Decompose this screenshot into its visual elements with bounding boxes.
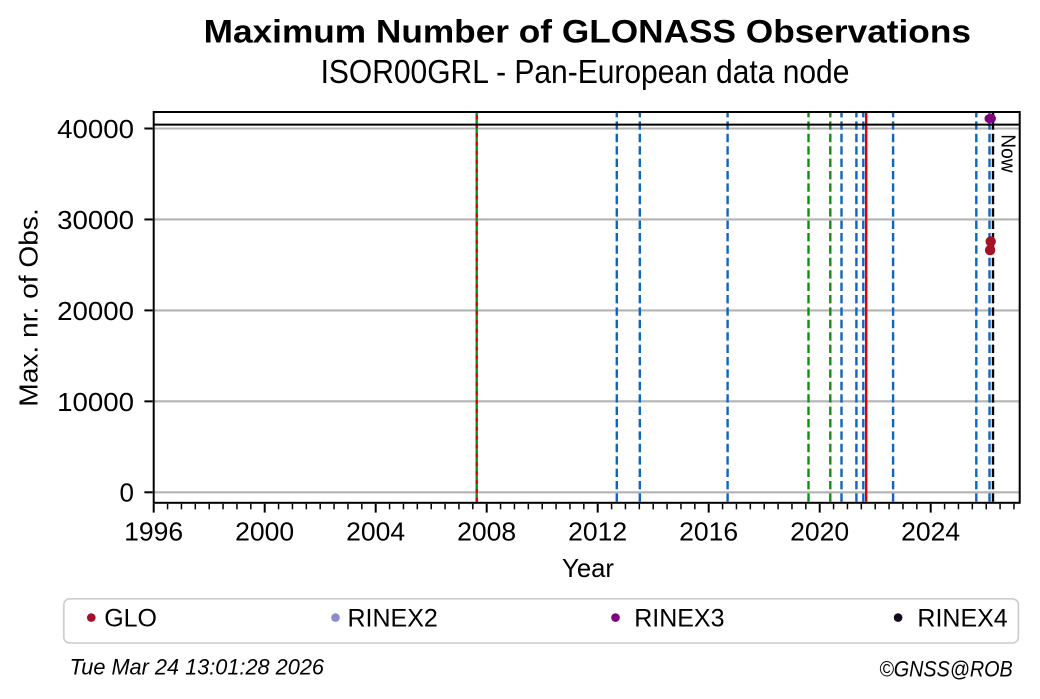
svg-text:Now: Now [997, 134, 1019, 173]
svg-text:2016: 2016 [679, 517, 738, 547]
svg-text:40000: 40000 [57, 114, 134, 144]
svg-text:0: 0 [120, 478, 134, 508]
svg-text:2008: 2008 [457, 517, 516, 547]
svg-text:RINEX2: RINEX2 [348, 605, 438, 633]
svg-text:2012: 2012 [568, 517, 627, 547]
svg-text:RINEX3: RINEX3 [634, 605, 724, 633]
svg-text:30000: 30000 [57, 205, 134, 235]
svg-text:2024: 2024 [901, 517, 960, 547]
svg-text:10000: 10000 [57, 387, 134, 417]
svg-text:RINEX4: RINEX4 [917, 605, 1007, 633]
svg-text:2000: 2000 [235, 517, 294, 547]
svg-text:Maximum Number of GLONASS Obse: Maximum Number of GLONASS Observations [204, 14, 971, 50]
svg-text:GLO: GLO [104, 605, 157, 633]
svg-text:©GNSS@ROB: ©GNSS@ROB [879, 657, 1013, 682]
svg-text:Max. nr. of Obs.: Max. nr. of Obs. [13, 208, 43, 407]
svg-text:1996: 1996 [124, 517, 183, 547]
svg-text:2004: 2004 [346, 517, 405, 547]
svg-text:Year: Year [562, 553, 614, 583]
svg-text:20000: 20000 [57, 296, 134, 326]
svg-text:2020: 2020 [790, 517, 849, 547]
svg-text:Tue Mar 24 13:01:28 2026: Tue Mar 24 13:01:28 2026 [70, 655, 325, 680]
svg-text:ISOR00GRL - Pan-European data: ISOR00GRL - Pan-European data node [321, 53, 850, 90]
